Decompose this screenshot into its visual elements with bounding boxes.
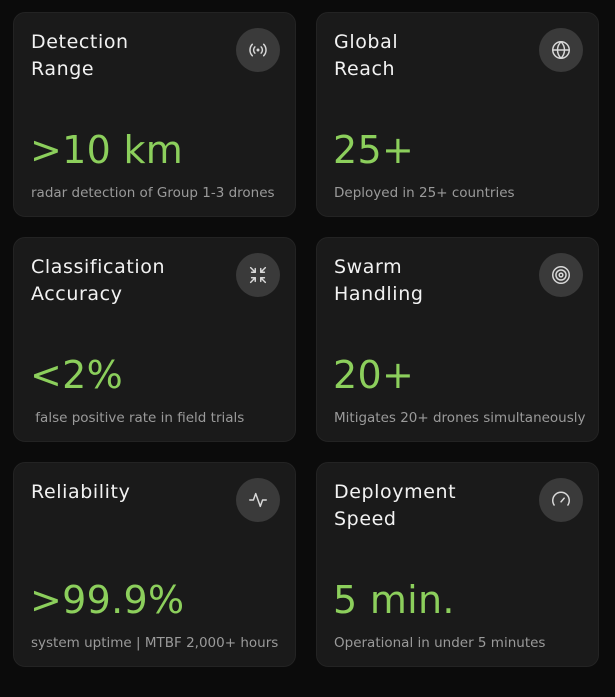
card-title: Detection Range <box>31 29 221 83</box>
stat-value: <2% <box>30 353 124 397</box>
stats-grid: Detection Range >10 km radar detection o… <box>13 12 599 667</box>
stat-value: >10 km <box>30 128 184 172</box>
globe-icon <box>539 28 583 72</box>
stat-card-classification-accuracy: Classification Accuracy <2% false positi… <box>13 237 296 442</box>
radar-signal-icon <box>236 28 280 72</box>
stat-value: 20+ <box>333 353 415 397</box>
card-title-line: Handling <box>334 283 424 305</box>
card-title-line: Range <box>31 58 95 80</box>
stat-caption: system uptime | MTBF 2,000+ hours <box>31 635 279 651</box>
card-title-line: Speed <box>334 508 397 530</box>
card-title-line: Reach <box>334 58 396 80</box>
card-title-line: Detection <box>31 31 129 53</box>
collapse-arrows-icon <box>236 253 280 297</box>
card-title-line: Deployment <box>334 481 457 503</box>
card-title-line: Reliability <box>31 481 131 503</box>
stat-caption: Mitigates 20+ drones simultaneously <box>334 410 586 426</box>
card-title-line: Global <box>334 31 399 53</box>
card-title-line: Swarm <box>334 256 403 278</box>
stat-card-global-reach: Global Reach 25+ Deployed in 25+ countri… <box>316 12 599 217</box>
pulse-icon <box>236 478 280 522</box>
card-title: Global Reach <box>334 29 524 83</box>
stat-caption: Deployed in 25+ countries <box>334 185 515 201</box>
stat-value: 5 min. <box>333 578 455 622</box>
stat-card-swarm-handling: Swarm Handling 20+ Mitigates 20+ drones … <box>316 237 599 442</box>
card-title: Swarm Handling <box>334 254 524 308</box>
stat-caption: Operational in under 5 minutes <box>334 635 546 651</box>
stat-value: 25+ <box>333 128 415 172</box>
card-title: Reliability <box>31 479 221 506</box>
card-title: Classification Accuracy <box>31 254 221 308</box>
card-title: Deployment Speed <box>334 479 524 533</box>
speedometer-icon <box>539 478 583 522</box>
card-title-line: Classification <box>31 256 166 278</box>
stat-value: >99.9% <box>30 578 185 622</box>
stat-caption: radar detection of Group 1-3 drones <box>31 185 275 201</box>
card-title-line: Accuracy <box>31 283 123 305</box>
stat-card-detection-range: Detection Range >10 km radar detection o… <box>13 12 296 217</box>
stat-card-reliability: Reliability >99.9% system uptime | MTBF … <box>13 462 296 667</box>
stat-caption: false positive rate in field trials <box>31 410 245 426</box>
stat-card-deployment-speed: Deployment Speed 5 min. Operational in u… <box>316 462 599 667</box>
target-icon <box>539 253 583 297</box>
